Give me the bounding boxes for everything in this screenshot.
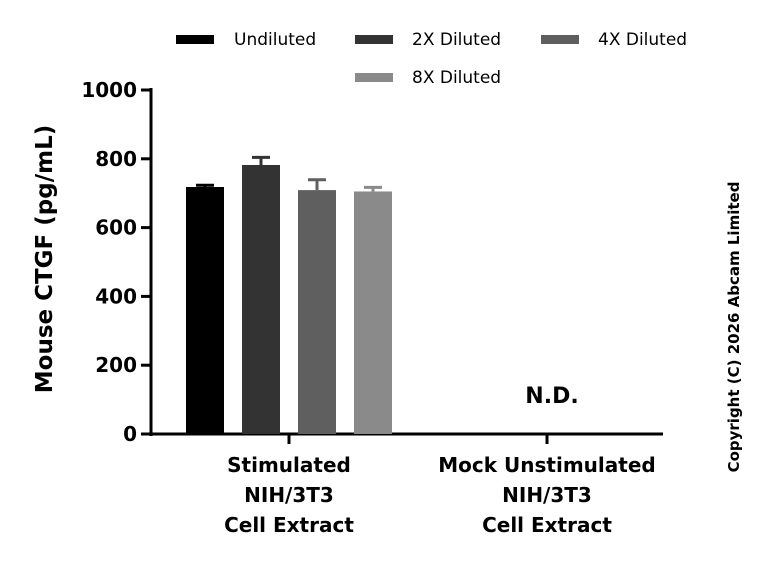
bar [186, 187, 224, 434]
x-category-label: Mock Unstimulated NIH/3T3 Cell Extract [438, 453, 655, 537]
y-tick-label: 0 [123, 422, 137, 446]
x-axis-categories: Stimulated NIH/3T3 Cell Extract Mock Unstim… [224, 434, 656, 537]
y-tick-label: 800 [95, 147, 137, 171]
y-axis-label: Mouse CTGF (pg/mL) [32, 125, 58, 394]
axes [149, 88, 663, 436]
legend-label: Undiluted [234, 30, 316, 50]
bars [186, 164, 392, 434]
legend-label: 4X Diluted [598, 30, 687, 50]
bar [354, 191, 392, 434]
y-tick-label: 1000 [81, 78, 137, 102]
nd-annotation: N.D. [525, 384, 578, 409]
legend: Undiluted 2X Diluted 4X Diluted 8X Diluted [176, 30, 687, 88]
bar [298, 190, 336, 434]
y-axis-ticks: 0 200 400 600 800 1000 [81, 78, 151, 446]
error-bars [196, 155, 382, 192]
y-tick-label: 200 [95, 353, 137, 377]
y-tick-label: 400 [95, 284, 137, 308]
copyright-notice: Copyright (C) 2026 Abcam Limited [725, 182, 743, 473]
legend-item: 8X Diluted [355, 68, 501, 88]
annotations: N.D. [525, 384, 578, 409]
legend-item: 2X Diluted [355, 30, 501, 50]
legend-swatch [355, 35, 393, 44]
legend-label: 8X Diluted [412, 68, 501, 88]
y-tick-label: 600 [95, 216, 137, 240]
bar [242, 164, 280, 434]
legend-swatch [355, 73, 393, 82]
legend-item: 4X Diluted [541, 30, 687, 50]
legend-label: 2X Diluted [412, 30, 501, 50]
legend-item: Undiluted [176, 30, 316, 50]
legend-swatch [176, 35, 214, 44]
legend-swatch [541, 35, 579, 44]
x-category-label: Stimulated NIH/3T3 Cell Extract [224, 453, 354, 537]
